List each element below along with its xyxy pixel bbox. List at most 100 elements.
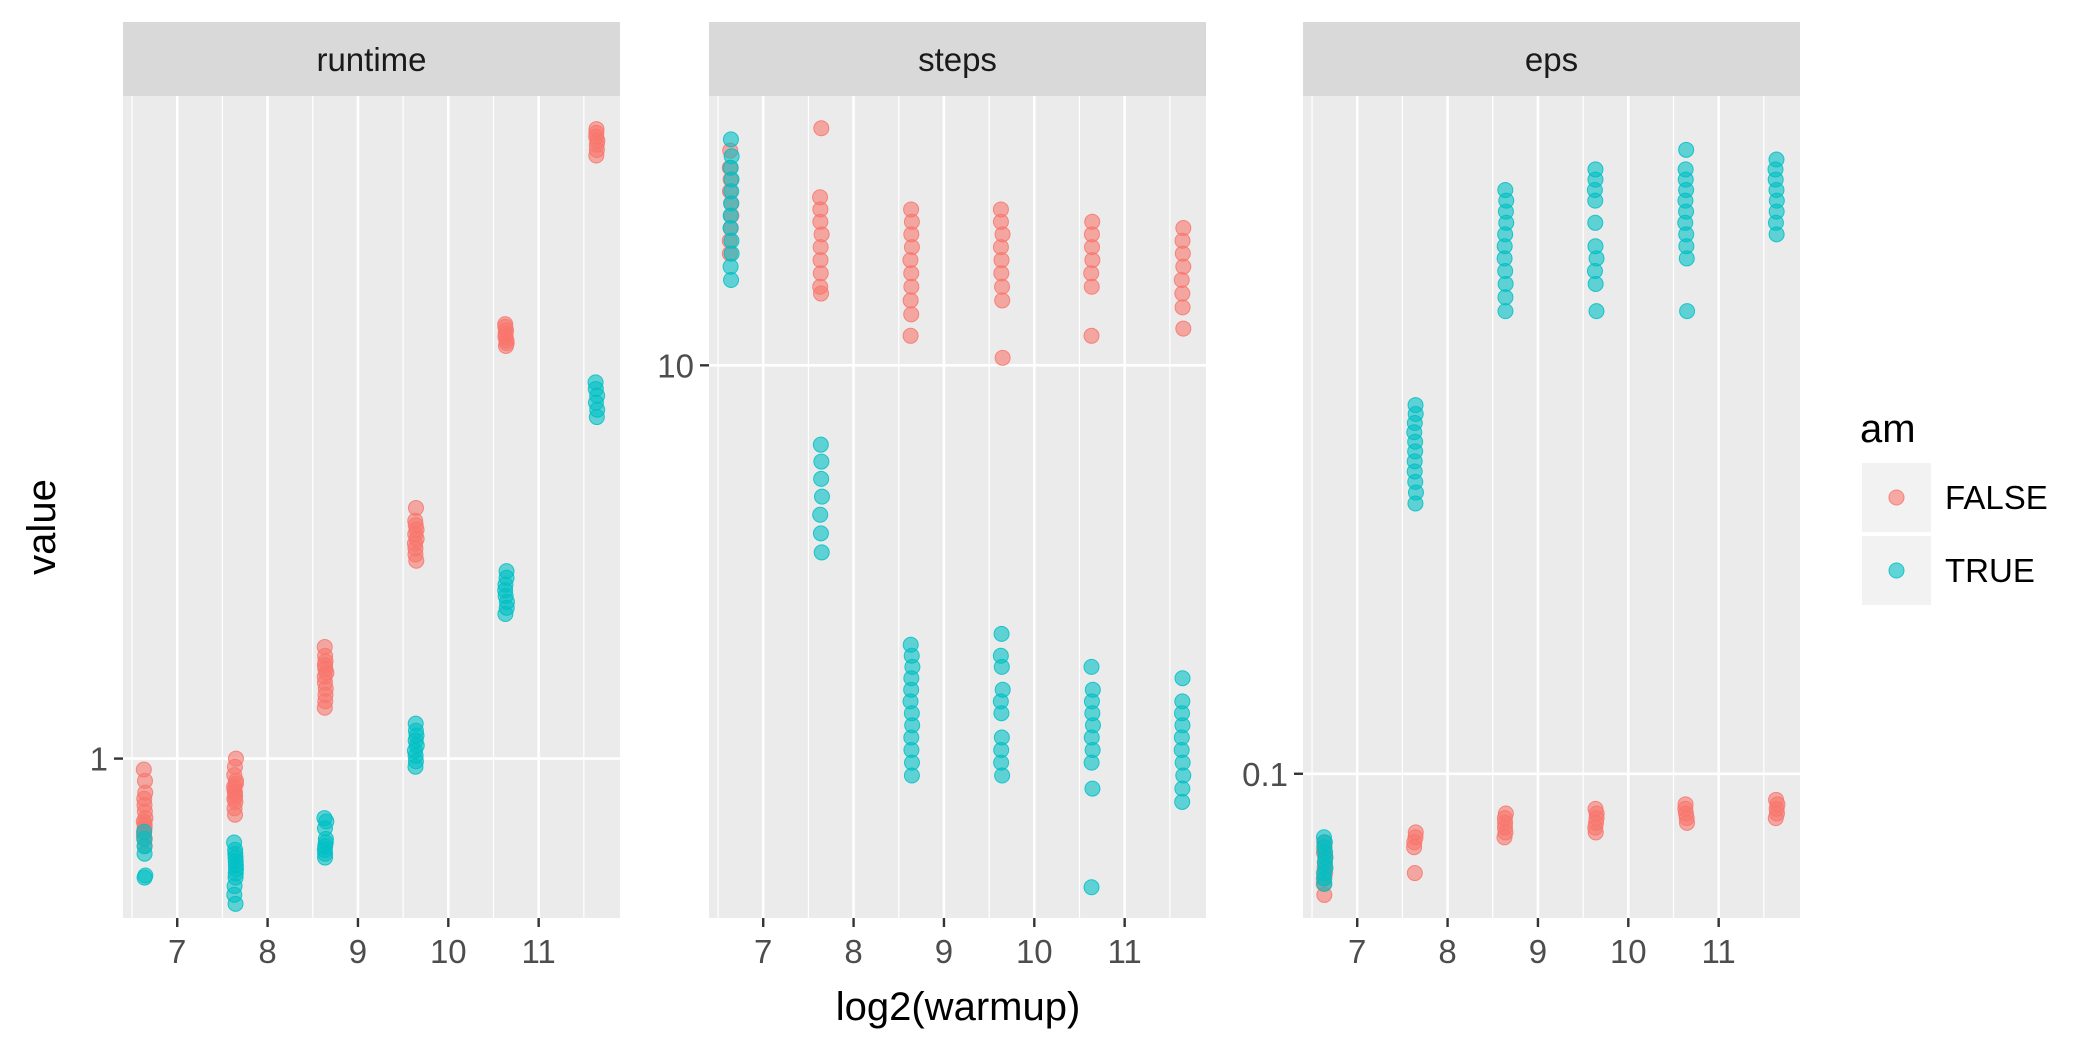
- data-point-false: [994, 292, 1011, 309]
- data-point-true: [723, 148, 740, 165]
- data-point-false: [135, 761, 152, 778]
- data-point-false: [1174, 299, 1191, 316]
- data-point-true: [1084, 681, 1101, 698]
- data-point-false: [1406, 865, 1423, 882]
- data-point-true: [813, 470, 830, 487]
- data-point-true: [1174, 793, 1191, 810]
- x-tick-label: 7: [1348, 933, 1366, 970]
- data-point-true: [498, 563, 515, 580]
- data-point-true: [1497, 303, 1514, 320]
- data-point-true: [1407, 397, 1424, 414]
- facet-strip-label: steps: [918, 41, 997, 78]
- data-point-true: [587, 374, 604, 391]
- data-point-true: [723, 271, 740, 288]
- data-point-true: [722, 131, 739, 148]
- x-tick-label: 8: [1438, 933, 1456, 970]
- data-point-true: [1768, 151, 1785, 168]
- data-point-false: [1083, 265, 1100, 282]
- x-tick-label: 11: [522, 933, 556, 970]
- data-point-false: [1587, 800, 1604, 817]
- data-point-false: [1084, 213, 1101, 230]
- data-point-true: [226, 834, 243, 851]
- x-tick-label: 9: [1529, 933, 1547, 970]
- data-point-true: [316, 810, 333, 827]
- data-point-true: [813, 544, 830, 561]
- panel-steps: steps 10 7 8 9 10 11: [657, 22, 1206, 970]
- data-point-true: [1084, 780, 1101, 797]
- data-point-false: [812, 189, 829, 206]
- legend-key-false: [1888, 489, 1905, 506]
- data-point-false: [1175, 320, 1192, 337]
- x-tick-label: 8: [258, 933, 276, 970]
- data-point-true: [993, 729, 1010, 746]
- panel-background: [709, 96, 1206, 918]
- data-point-false: [994, 278, 1011, 295]
- data-point-false: [1175, 220, 1192, 237]
- x-tick-label: 7: [754, 933, 772, 970]
- data-point-true: [812, 436, 829, 453]
- x-tick-label: 10: [1610, 933, 1647, 970]
- data-point-false: [1083, 327, 1100, 344]
- data-point-true: [992, 647, 1009, 664]
- data-point-false: [1677, 796, 1694, 813]
- legend-label-false: FALSE: [1945, 479, 2048, 516]
- data-point-true: [1315, 829, 1332, 846]
- data-point-false: [903, 201, 920, 218]
- panel-background: [1303, 96, 1800, 918]
- data-point-true: [813, 453, 830, 470]
- data-point-true: [1497, 181, 1514, 198]
- data-point-true: [1587, 238, 1604, 255]
- x-tick-label: 7: [168, 933, 186, 970]
- x-tick-label: 11: [1702, 933, 1736, 970]
- legend-title: am: [1860, 407, 1916, 451]
- data-point-true: [1588, 303, 1605, 320]
- x-tick-label: 11: [1108, 933, 1142, 970]
- data-point-false: [497, 316, 514, 333]
- data-point-false: [902, 327, 919, 344]
- data-point-false: [903, 278, 920, 295]
- panel-eps: eps 0.1 7 8 9 10 11: [1242, 22, 1800, 970]
- x-tick-label: 10: [1016, 933, 1053, 970]
- facet-panels: runtime 1 7 8 9 10 11 steps 10 7 8 9 10 11 eps 0.1 7 8 9 10…: [90, 22, 1800, 970]
- data-point-false: [813, 120, 830, 137]
- data-point-true: [1678, 141, 1695, 158]
- legend-key-true: [1888, 562, 1905, 579]
- facet-strip: [123, 22, 620, 96]
- facet-strip: [709, 22, 1206, 96]
- y-tick-label: 1: [90, 741, 108, 778]
- data-point-true: [1587, 214, 1604, 231]
- facet-strip-label: eps: [1525, 41, 1578, 78]
- data-point-true: [902, 636, 919, 653]
- data-point-true: [137, 867, 154, 884]
- data-point-false: [903, 265, 920, 282]
- data-point-false: [1768, 791, 1785, 808]
- data-point-false: [407, 499, 424, 516]
- y-tick-label: 0.1: [1242, 756, 1288, 793]
- data-point-true: [407, 715, 424, 732]
- data-point-false: [1497, 805, 1514, 822]
- panel-background: [123, 96, 620, 918]
- data-point-false: [903, 306, 920, 323]
- x-tick-label: 8: [844, 933, 862, 970]
- x-tick-label: 10: [430, 933, 467, 970]
- data-point-false: [1083, 278, 1100, 295]
- data-point-true: [993, 625, 1010, 642]
- y-axis-title: value: [20, 479, 64, 575]
- data-point-false: [992, 201, 1009, 218]
- data-point-true: [136, 823, 153, 840]
- y-tick-label: 10: [657, 347, 694, 384]
- data-point-true: [994, 681, 1011, 698]
- x-tick-label: 9: [349, 933, 367, 970]
- data-point-false: [902, 292, 919, 309]
- data-point-true: [812, 525, 829, 542]
- data-point-true: [1497, 289, 1514, 306]
- facet-strip: [1303, 22, 1800, 96]
- data-point-false: [1173, 271, 1190, 288]
- data-point-false: [1407, 824, 1424, 841]
- legend: am FALSE TRUE: [1860, 407, 2048, 605]
- data-point-true: [1677, 161, 1694, 178]
- data-point-false: [812, 278, 829, 295]
- data-point-false: [1174, 285, 1191, 302]
- data-point-true: [812, 506, 829, 523]
- data-point-true: [1083, 879, 1100, 896]
